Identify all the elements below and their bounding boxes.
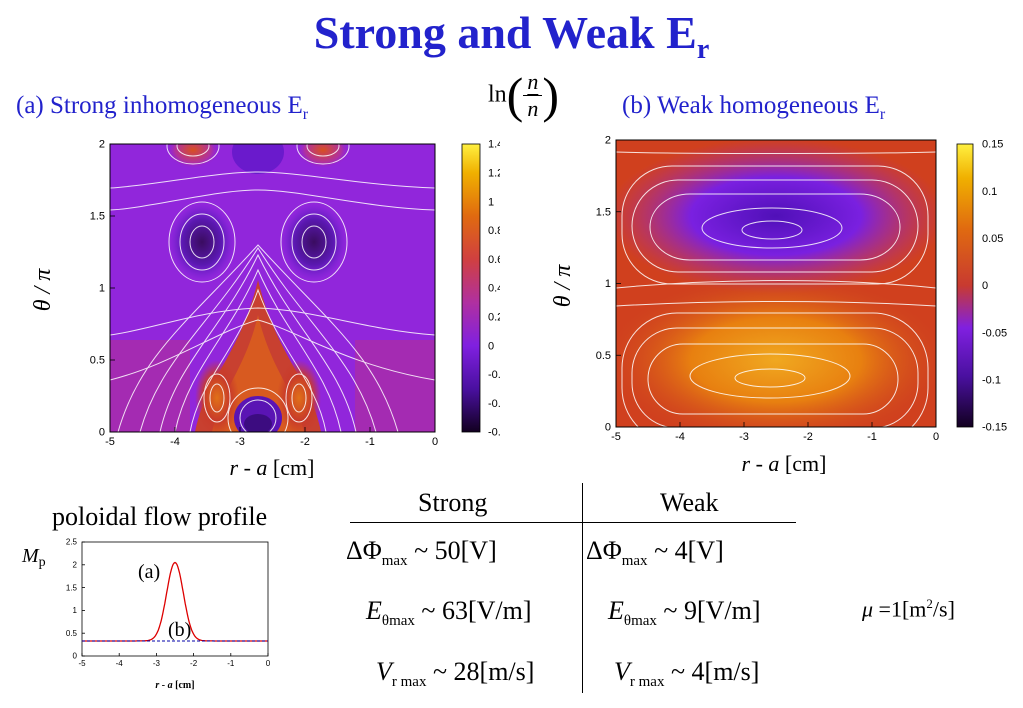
y-tick-label: 0 <box>73 652 78 661</box>
colorbar-tick-label: 0.15 <box>982 139 1003 151</box>
y-tick-label: 1.5 <box>66 583 78 592</box>
x-tick-label: -3 <box>739 431 749 443</box>
row-vr-weak: Vr max ~ 4[m/s] <box>614 657 760 691</box>
colorbar-tick-label: 0.4 <box>488 283 500 295</box>
y-tick-label: 1.5 <box>596 206 611 218</box>
row-dphi-strong: ΔΦmax ~ 50[V] <box>346 536 497 570</box>
colorbar-tick-label: 0.8 <box>488 225 500 237</box>
y-tick-label: 1 <box>605 278 611 290</box>
x-tick-label: -4 <box>675 431 685 443</box>
x-tick-label: -5 <box>611 431 621 443</box>
x-tick-label: -4 <box>116 659 124 668</box>
colorbar-tick-label: -0.1 <box>982 375 1001 387</box>
colorbar-tick-label: 0 <box>982 280 988 292</box>
colorbar-tick-label: -0.05 <box>982 327 1007 339</box>
x-tick-label: -3 <box>235 436 245 448</box>
caption-strong: (a) Strong inhomogeneous Er <box>16 92 309 123</box>
header-strong: Strong <box>418 488 488 517</box>
strong-xlabel: r - a [cm] <box>230 455 315 480</box>
y-tick-label: 2 <box>605 135 611 147</box>
y-tick-label: 2 <box>73 560 78 569</box>
x-tick-label: -2 <box>190 659 198 668</box>
colorbar-tick-label: 0.05 <box>982 233 1003 245</box>
table-divider <box>582 483 583 693</box>
colorbar-tick-label: -0.4 <box>488 398 500 410</box>
row-etheta-strong: Eθmax ~ 63[V/m] <box>366 596 532 630</box>
weak-ylabel: θ / π <box>550 264 576 307</box>
colorbar-tick-label: 0.2 <box>488 311 500 323</box>
x-tick-label: -5 <box>105 436 115 448</box>
y-tick-label: 1.5 <box>90 211 105 223</box>
caption-weak: (b) Weak homogeneous Er <box>622 92 886 123</box>
colorbar-tick-label: 1.2 <box>488 167 500 179</box>
strong-er-plot: -5 -4 -3 -2 -1 0 0 0.5 1 1.5 2 1.4 1.2 1 0.8 0.6 0.4 0.2… <box>30 139 500 480</box>
x-tick-label: -1 <box>867 431 877 443</box>
y-tick-label: 0.5 <box>596 350 611 362</box>
colorbar-tick-label: 1.4 <box>488 139 500 151</box>
weak-xlabel: r - a [cm] <box>742 451 827 476</box>
x-tick-label: -2 <box>803 431 813 443</box>
flow-ylabel: Mp <box>21 545 46 570</box>
y-tick-label: 0 <box>99 427 105 439</box>
page-title: Strong and Weak Er <box>313 7 710 66</box>
y-tick-label: 0.5 <box>66 629 78 638</box>
colorbar-tick-label: 0.1 <box>982 186 997 198</box>
table-header-rule <box>350 522 796 523</box>
weak-er-plot: -5 -4 -3 -2 -1 0 0 0.5 1 1.5 2 0.15 0.1 0.05 0 -0.05 -0… <box>550 135 1007 476</box>
y-tick-label: 2.5 <box>66 538 78 547</box>
colorbar-tick-label: -0.2 <box>488 369 500 381</box>
series-b-label: (b) <box>168 619 191 641</box>
flow-title: poloidal flow profile <box>52 502 268 531</box>
mu-note: μ =1[m2/s] <box>862 596 955 622</box>
series-a-label: (a) <box>138 561 160 583</box>
flow-profile-plot: -5 -4 -3 -2 -1 0 0 0.5 1 1.5 2 2.5 (a) (b) Mp r - a… <box>21 538 271 691</box>
strong-axes: -5 -4 -3 -2 -1 0 0 0.5 1 1.5 2 <box>90 139 438 448</box>
x-tick-label: -3 <box>153 659 161 668</box>
colorbar-tick-label: -0.15 <box>982 422 1007 434</box>
x-tick-label: 0 <box>933 431 939 443</box>
x-tick-label: -5 <box>78 659 86 668</box>
x-tick-label: -1 <box>365 436 375 448</box>
y-tick-label: 1 <box>99 283 105 295</box>
strong-colorbar <box>461 143 481 433</box>
x-tick-label: -1 <box>227 659 235 668</box>
weak-axes: -5 -4 -3 -2 -1 0 0 0.5 1 1.5 2 <box>596 135 939 443</box>
colorbar-tick-label: 1 <box>488 196 494 208</box>
header-weak: Weak <box>660 488 719 517</box>
weak-colorbar <box>956 143 974 428</box>
strong-ylabel: θ / π <box>30 268 56 311</box>
colorbar-tick-label: -0.6 <box>488 427 500 439</box>
x-tick-label: -4 <box>170 436 180 448</box>
x-tick-label: 0 <box>266 659 271 668</box>
row-vr-strong: Vr max ~ 28[m/s] <box>376 657 535 691</box>
weak-colorbar-ticks: 0.15 0.1 0.05 0 -0.05 -0.1 -0.15 <box>982 139 1007 434</box>
colorbar-tick-label: 0 <box>488 340 494 352</box>
flow-xlabel: r - a [cm] <box>155 680 194 691</box>
colorbar-tick-label: 0.6 <box>488 254 500 266</box>
flow-axes: -5 -4 -3 -2 -1 0 0 0.5 1 1.5 2 2.5 <box>66 538 271 668</box>
y-tick-label: 0.5 <box>90 355 105 367</box>
log-density-label: ln(n n) <box>488 67 559 123</box>
y-tick-label: 2 <box>99 139 105 151</box>
row-dphi-weak: ΔΦmax ~ 4[V] <box>586 536 724 570</box>
y-tick-label: 1 <box>73 606 78 615</box>
y-tick-label: 0 <box>605 422 611 434</box>
row-etheta-weak: Eθmax ~ 9[V/m] <box>608 596 761 630</box>
strong-colorbar-ticks: 1.4 1.2 1 0.8 0.6 0.4 0.2 0 -0.2 -0.4 -0.6 <box>488 139 500 439</box>
x-tick-label: -2 <box>300 436 310 448</box>
x-tick-label: 0 <box>432 436 438 448</box>
